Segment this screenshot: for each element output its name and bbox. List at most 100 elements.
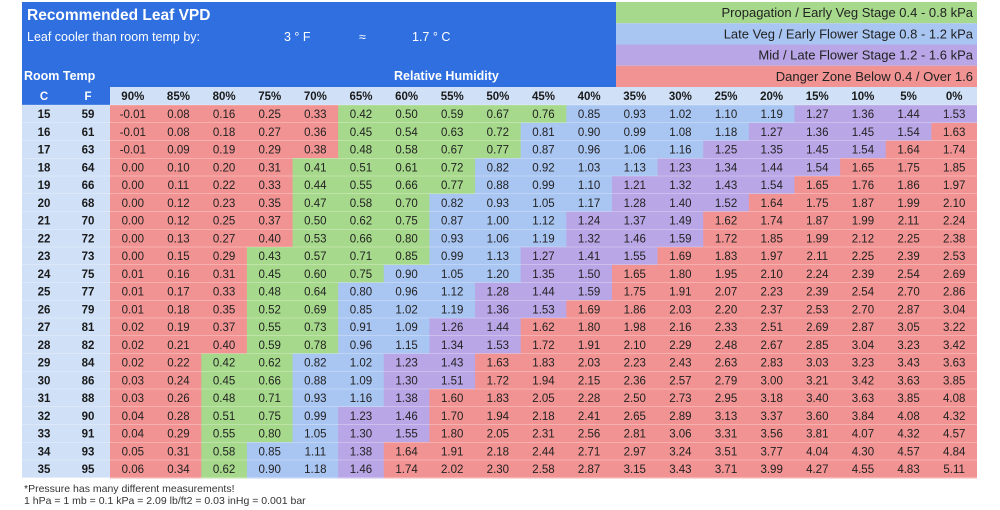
vpd-cell-value: 0.27 bbox=[259, 127, 281, 139]
vpd-cell-bg bbox=[292, 176, 339, 195]
rh-header-30: 30% bbox=[669, 91, 692, 103]
vpd-cell-value: 1.37 bbox=[624, 216, 646, 228]
vpd-cell-bg bbox=[155, 460, 202, 479]
vpd-cell-bg bbox=[201, 229, 248, 248]
vpd-cell-bg bbox=[520, 335, 567, 355]
vpd-cell-bg bbox=[246, 264, 294, 284]
vpd-cell-value: 0.85 bbox=[259, 446, 281, 458]
vpd-cell-value: 1.19 bbox=[760, 109, 782, 121]
vpd-cell-bg bbox=[201, 247, 248, 266]
approx-symbol: ≈ bbox=[359, 30, 366, 44]
vpd-cell-bg bbox=[566, 247, 613, 266]
vpd-cell-bg bbox=[475, 247, 522, 266]
vpd-cell-bg bbox=[246, 318, 294, 337]
vpd-cell-bg bbox=[338, 460, 385, 479]
vpd-cell-value: 3.71 bbox=[715, 464, 737, 476]
vpd-cell-bg bbox=[201, 335, 248, 355]
vpd-cell-value: 2.38 bbox=[943, 233, 965, 245]
vpd-cell-value: 1.80 bbox=[669, 269, 691, 281]
vpd-cell-bg bbox=[155, 140, 202, 159]
vpd-cell-value: 2.03 bbox=[578, 358, 600, 370]
vpd-cell-bg bbox=[475, 406, 522, 426]
vpd-cell-value: 0.28 bbox=[167, 411, 189, 423]
vpd-cell-bg bbox=[931, 158, 977, 177]
vpd-cell-value: 2.07 bbox=[715, 287, 737, 299]
vpd-cell-bg bbox=[566, 371, 613, 390]
vpd-cell-bg bbox=[794, 442, 841, 461]
vpd-cell-bg bbox=[566, 193, 613, 213]
vpd-cell-bg bbox=[246, 247, 294, 266]
vpd-cell-value: 0.52 bbox=[259, 304, 281, 316]
vpd-cell-bg bbox=[338, 442, 385, 461]
vpd-cell-bg bbox=[703, 442, 750, 461]
vpd-cell-value: 1.32 bbox=[669, 180, 691, 192]
vpd-cell-bg bbox=[110, 335, 157, 355]
vpd-cell-value: 2.58 bbox=[532, 464, 554, 476]
temp-header-cell bbox=[22, 87, 110, 105]
vpd-cell-bg bbox=[383, 300, 431, 319]
temp-c-20: 20 bbox=[38, 198, 51, 210]
vpd-cell-value: 3.21 bbox=[806, 375, 828, 387]
vpd-cell-value: 1.60 bbox=[441, 393, 463, 405]
vpd-cell-value: 3.03 bbox=[806, 358, 828, 370]
vpd-cell-value: 0.29 bbox=[167, 429, 189, 441]
vpd-cell-bg bbox=[429, 371, 476, 390]
vpd-cell-value: 0.77 bbox=[441, 180, 463, 192]
vpd-cell-bg bbox=[703, 140, 750, 159]
vpd-cell-value: 1.11 bbox=[305, 446, 327, 458]
vpd-cell-value: 0.96 bbox=[350, 340, 372, 352]
vpd-cell-value: 1.02 bbox=[669, 109, 691, 121]
temp-c-33: 33 bbox=[38, 429, 51, 441]
vpd-cell-bg bbox=[611, 282, 659, 301]
vpd-cell-bg bbox=[201, 371, 248, 390]
vpd-cell-value: 0.02 bbox=[122, 322, 144, 334]
vpd-cell-bg bbox=[885, 140, 932, 159]
temp-c-15: 15 bbox=[38, 109, 51, 121]
vpd-cell-value: 0.31 bbox=[167, 446, 189, 458]
vpd-cell-value: 2.25 bbox=[897, 233, 919, 245]
vpd-cell-value: 1.80 bbox=[441, 429, 463, 441]
vpd-cell-bg bbox=[794, 176, 841, 195]
vpd-cell-value: 1.64 bbox=[760, 198, 783, 210]
vpd-cell-value: 4.30 bbox=[852, 446, 874, 458]
vpd-cell-value: 1.53 bbox=[943, 109, 965, 121]
vpd-cell-bg bbox=[155, 105, 202, 124]
vpd-cell-bg bbox=[338, 193, 385, 213]
vpd-cell-value: 0.00 bbox=[122, 198, 144, 210]
vpd-cell-value: 0.50 bbox=[304, 216, 326, 228]
vpd-cell-bg bbox=[292, 140, 339, 159]
vpd-cell-bg bbox=[931, 176, 977, 195]
vpd-cell-value: 2.86 bbox=[943, 287, 965, 299]
rh-header-0: 0% bbox=[946, 91, 963, 103]
vpd-cell-value: 1.53 bbox=[532, 304, 554, 316]
vpd-cell-value: 1.16 bbox=[350, 393, 372, 405]
vpd-cell-bg bbox=[246, 176, 294, 195]
vpd-cell-bg bbox=[246, 460, 294, 479]
vpd-cell-bg bbox=[475, 282, 522, 301]
vpd-cell-value: 0.55 bbox=[259, 322, 281, 334]
vpd-cell-bg bbox=[885, 264, 932, 284]
vpd-cell-value: 1.02 bbox=[350, 358, 372, 370]
vpd-cell-bg bbox=[566, 158, 613, 177]
temp-f-86: 86 bbox=[82, 375, 95, 387]
vpd-cell-bg bbox=[748, 247, 796, 266]
vpd-cell-value: 2.51 bbox=[760, 322, 782, 334]
vpd-cell-bg bbox=[201, 282, 248, 301]
vpd-cell-bg bbox=[657, 371, 704, 390]
vpd-cell-value: 1.86 bbox=[897, 180, 919, 192]
vpd-cell-value: 1.53 bbox=[487, 340, 509, 352]
vpd-cell-bg bbox=[520, 424, 567, 443]
vpd-cell-value: 1.15 bbox=[395, 340, 417, 352]
vpd-cell-bg bbox=[110, 353, 157, 372]
vpd-cell-bg bbox=[611, 193, 659, 213]
vpd-cell-bg bbox=[292, 122, 339, 142]
vpd-cell-bg bbox=[383, 158, 431, 177]
vpd-cell-value: 1.44 bbox=[760, 162, 783, 174]
vpd-cell-value: 2.63 bbox=[715, 358, 737, 370]
vpd-cell-value: 1.46 bbox=[350, 464, 372, 476]
vpd-cell-bg bbox=[748, 424, 796, 443]
vpd-cell-bg bbox=[292, 229, 339, 248]
vpd-cell-bg bbox=[110, 105, 157, 124]
vpd-cell-bg bbox=[885, 406, 932, 426]
vpd-cell-bg bbox=[201, 353, 248, 372]
